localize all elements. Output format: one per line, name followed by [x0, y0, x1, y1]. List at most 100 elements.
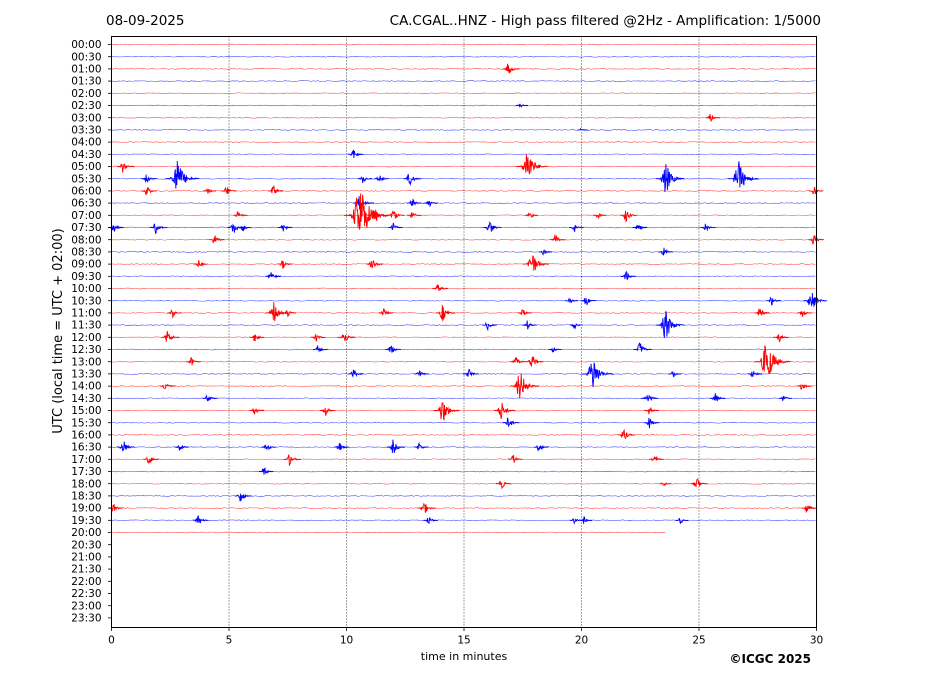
- event-1330-27.3: [747, 371, 763, 378]
- event-0500-17.7: [516, 154, 548, 175]
- y-tick-label: 06:30: [71, 198, 101, 210]
- event-0930-21.9: [620, 270, 636, 281]
- event-1200-6.1: [249, 333, 265, 342]
- y-tick-label: 16:30: [71, 442, 101, 454]
- event-0530-12.7: [403, 174, 422, 186]
- event-1330-15.2: [463, 368, 479, 377]
- event-1400-29.4: [797, 384, 812, 391]
- event-1100-2.6: [167, 309, 182, 319]
- trace-1130: [111, 324, 816, 326]
- y-tick-label: 02:30: [71, 100, 101, 112]
- event-1730-6.5: [259, 467, 274, 475]
- event-1700-1.6: [143, 455, 159, 465]
- event-1300-17.2: [510, 357, 526, 364]
- event-1200-9.9: [337, 334, 356, 342]
- event-1230-11.9: [385, 345, 401, 353]
- trace-0100: [111, 68, 816, 70]
- event-0530-2.8: [165, 160, 199, 189]
- event-1630-0.5: [116, 441, 135, 452]
- event-0530-26.7: [727, 161, 759, 188]
- event-0630-12.8: [407, 198, 422, 206]
- trace-1730: [111, 470, 816, 473]
- event-1500-9.1: [319, 407, 336, 416]
- event-1830-5.5: [234, 493, 252, 502]
- event-0300-25.5: [705, 113, 720, 123]
- event-1630-6.6: [261, 444, 277, 451]
- event-0730-1.9: [150, 223, 167, 234]
- seismic-events: [108, 63, 828, 525]
- trace-0800: [111, 238, 816, 241]
- y-tick-label: 12:00: [71, 332, 101, 344]
- y-tick-label: 16:00: [71, 430, 101, 442]
- trace-1100: [111, 312, 816, 314]
- trace-0300: [111, 116, 816, 119]
- event-1030-29.8: [803, 292, 828, 307]
- event-1300-27.9: [754, 345, 791, 374]
- trace-0400: [111, 141, 816, 143]
- event-0100-16.9: [502, 63, 520, 74]
- y-tick-label: 14:00: [71, 381, 101, 393]
- event-0730-19.7: [569, 224, 584, 232]
- event-1500-14.1: [433, 402, 460, 421]
- x-tick-label: 0: [108, 635, 115, 647]
- y-tick-label: 19:30: [71, 515, 101, 527]
- event-0830-18.4: [539, 248, 553, 256]
- y-tick-label: 20:00: [71, 527, 101, 539]
- event-1130-16: [482, 321, 497, 332]
- trace-0000: [111, 43, 816, 46]
- y-tick-label: 17:00: [71, 454, 101, 466]
- y-tick-label: 20:30: [71, 539, 101, 551]
- y-tick-label: 05:30: [71, 173, 101, 185]
- event-0900-17.9: [522, 255, 550, 271]
- trace-0330: [111, 129, 816, 131]
- y-tick-label: 22:30: [71, 588, 101, 600]
- chart-title: CA.CGAL..HNZ - High pass filtered @2Hz -…: [390, 13, 821, 29]
- trace-1200: [111, 336, 816, 339]
- event-0730-22.4: [632, 225, 648, 231]
- y-tick-label: 10:30: [71, 295, 101, 307]
- y-tick-label: 11:30: [71, 320, 101, 332]
- event-1100-14.1: [435, 304, 456, 322]
- event-0900-11.1: [366, 260, 384, 269]
- event-0730-7.3: [277, 224, 293, 232]
- event-0700-20.7: [593, 213, 607, 220]
- event-1500-6.1: [249, 408, 265, 415]
- event-0530-10.7: [357, 176, 373, 184]
- event-1700-23.1: [649, 455, 664, 461]
- y-tick-label: 07:30: [71, 222, 101, 234]
- trace-0200: [111, 92, 816, 95]
- event-0500-0.5: [117, 163, 135, 173]
- trace-1530: [111, 421, 816, 424]
- trace-1830: [111, 495, 816, 497]
- y-tick-label: 09:30: [71, 271, 101, 283]
- y-tick-label: 01:30: [71, 76, 101, 88]
- y-tick-label: 07:00: [71, 210, 101, 222]
- y-tick-label: 23:00: [71, 600, 101, 612]
- trace-0700: [111, 214, 816, 217]
- event-1930-24.2: [675, 517, 689, 524]
- event-0600-4.9: [221, 187, 237, 194]
- trace-0430: [111, 153, 816, 156]
- event-1400-17.4: [510, 373, 540, 399]
- event-1500-22.9: [644, 407, 659, 415]
- trace-0930: [111, 275, 816, 278]
- y-tick-label: 15:30: [71, 417, 101, 429]
- y-tick-label: 01:00: [71, 64, 101, 76]
- event-1530-22.9: [643, 417, 660, 429]
- event-1100-11.6: [378, 308, 394, 316]
- event-1230-8.8: [313, 345, 328, 353]
- event-0600-4.1: [203, 188, 217, 194]
- event-1200-8.7: [310, 333, 326, 342]
- event-1630-18.2: [534, 444, 549, 452]
- event-1100-17.5: [517, 309, 533, 316]
- x-axis-label: time in minutes: [421, 650, 508, 663]
- trace-1900: [111, 507, 816, 509]
- event-0430-10.3: [347, 149, 364, 159]
- event-0700-12.8: [407, 211, 422, 218]
- trace-0030: [111, 55, 816, 58]
- y-tick-label: 04:30: [71, 149, 101, 161]
- trace-0900: [111, 263, 816, 265]
- trace-0630: [111, 202, 816, 204]
- event-1600-21.8: [617, 429, 635, 440]
- event-1130-17.7: [522, 320, 537, 330]
